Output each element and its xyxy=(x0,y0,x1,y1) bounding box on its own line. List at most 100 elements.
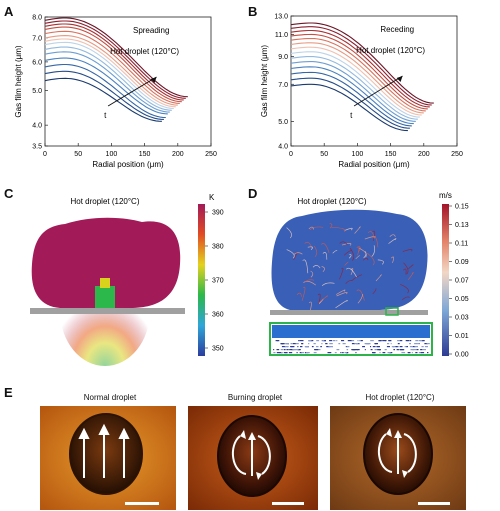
zoom-streak xyxy=(299,352,302,354)
x-tick-label: 200 xyxy=(418,151,430,158)
zoom-streak xyxy=(281,346,286,348)
x-axis-label: Radial position (μm) xyxy=(92,160,164,169)
zoom-streak xyxy=(294,349,299,351)
streamline xyxy=(332,250,338,254)
zoom-streak xyxy=(342,343,346,345)
series-line xyxy=(44,57,168,115)
time-arrow xyxy=(107,76,157,107)
zoom-streak xyxy=(320,346,322,348)
caption-hot: Hot droplet (120°C) xyxy=(365,393,435,402)
zoom-streak xyxy=(336,349,340,351)
series-line xyxy=(44,38,176,108)
zoom-streak xyxy=(315,349,319,351)
streamline xyxy=(358,247,367,258)
colorbar-unit-c: K xyxy=(209,193,215,202)
plot-frame xyxy=(44,16,212,147)
zoom-streak xyxy=(298,349,301,351)
x-tick-label: 250 xyxy=(451,151,463,158)
x-tick-label: 250 xyxy=(205,151,217,158)
zoom-streak xyxy=(346,346,349,348)
zoom-streak xyxy=(347,340,352,342)
y-tick-label: 9.0 xyxy=(278,54,288,61)
zoom-streak xyxy=(308,340,312,342)
zoom-streak xyxy=(397,349,402,351)
zoom-streak xyxy=(420,352,425,354)
zoom-streak xyxy=(422,349,426,351)
zoom-streak xyxy=(406,346,408,348)
zoom-streak xyxy=(327,352,332,354)
time-arrow xyxy=(353,75,403,107)
zoom-streak xyxy=(387,352,391,354)
streamline xyxy=(377,259,384,265)
streamline xyxy=(351,274,363,282)
chart-b: 0 50 100 150 200 250 4.0 5.0 7.0 9.0 11.0 13.0 Radia… xyxy=(260,14,463,170)
stem-tip xyxy=(100,278,110,288)
zoom-streak xyxy=(334,352,337,354)
streamline xyxy=(344,227,353,231)
series-line xyxy=(44,35,178,106)
streamline xyxy=(307,246,313,250)
substrate xyxy=(270,310,428,315)
zoom-streak xyxy=(360,340,363,342)
colorbar-tick-label: 0.00 xyxy=(455,352,469,359)
zoom-streak xyxy=(296,352,298,354)
streamline xyxy=(372,230,376,241)
zoom-streak xyxy=(379,352,381,354)
colorbar-tick-label: 0.07 xyxy=(455,278,469,285)
zoom-streak xyxy=(372,352,376,354)
y-tick-label: 7.0 xyxy=(278,82,288,89)
zoom-streak xyxy=(400,349,404,351)
zoom-streak xyxy=(304,352,307,354)
streamline xyxy=(322,252,328,260)
zoom-streak xyxy=(393,349,395,351)
streamline xyxy=(356,246,360,256)
caption-burning: Burning droplet xyxy=(227,393,283,402)
streamline xyxy=(329,223,333,229)
colorbar-unit-d: m/s xyxy=(439,191,452,200)
zoom-streak xyxy=(322,340,325,342)
colorbar-tick-label: 360 xyxy=(212,312,224,319)
zoom-streak xyxy=(351,340,355,342)
streamline xyxy=(341,243,352,246)
zoom-streak xyxy=(311,346,314,348)
series-line xyxy=(290,61,416,122)
zoom-streak xyxy=(386,346,390,348)
streamline xyxy=(372,288,377,295)
series-line xyxy=(44,51,170,113)
streamline xyxy=(321,282,335,287)
zoom-streak xyxy=(346,352,348,354)
zoom-streak xyxy=(321,340,323,342)
zoom-streak xyxy=(397,340,400,342)
streamline xyxy=(403,262,409,275)
velocity-field-figure: Hot droplet (120°C) m/s 0.15 0.13 0.11 0.09… xyxy=(269,191,469,359)
zoom-streak xyxy=(331,346,333,348)
streamline xyxy=(321,266,325,272)
caption-normal: Normal droplet xyxy=(83,393,137,402)
zoom-streak xyxy=(388,340,392,342)
colorbar-tick-label: 0.05 xyxy=(455,296,469,303)
zoom-streak xyxy=(301,343,304,345)
zoom-streak xyxy=(280,343,283,345)
zoom-streak xyxy=(387,343,390,345)
x-tick-label: 100 xyxy=(352,151,364,158)
streamline xyxy=(408,272,414,281)
zoom-streak xyxy=(399,340,403,342)
x-tick-label: 0 xyxy=(43,151,47,158)
time-arrowhead xyxy=(396,76,403,82)
series-line xyxy=(44,46,172,111)
zoom-streak xyxy=(410,349,414,351)
y-tick-label: 6.0 xyxy=(32,59,42,66)
streamline xyxy=(335,299,348,309)
series-line xyxy=(290,46,422,116)
zoom-streak xyxy=(415,340,419,342)
panel-label-b: B xyxy=(248,4,258,19)
series-line xyxy=(44,23,184,101)
zoom-streak xyxy=(295,343,299,345)
time-arrow-label: t xyxy=(104,111,107,120)
zoom-streak xyxy=(292,343,296,345)
series-line xyxy=(44,63,166,119)
zoom-streak xyxy=(314,349,317,351)
zoom-streak xyxy=(332,340,336,342)
zoom-streak xyxy=(289,349,293,351)
zoom-streak xyxy=(276,349,280,351)
